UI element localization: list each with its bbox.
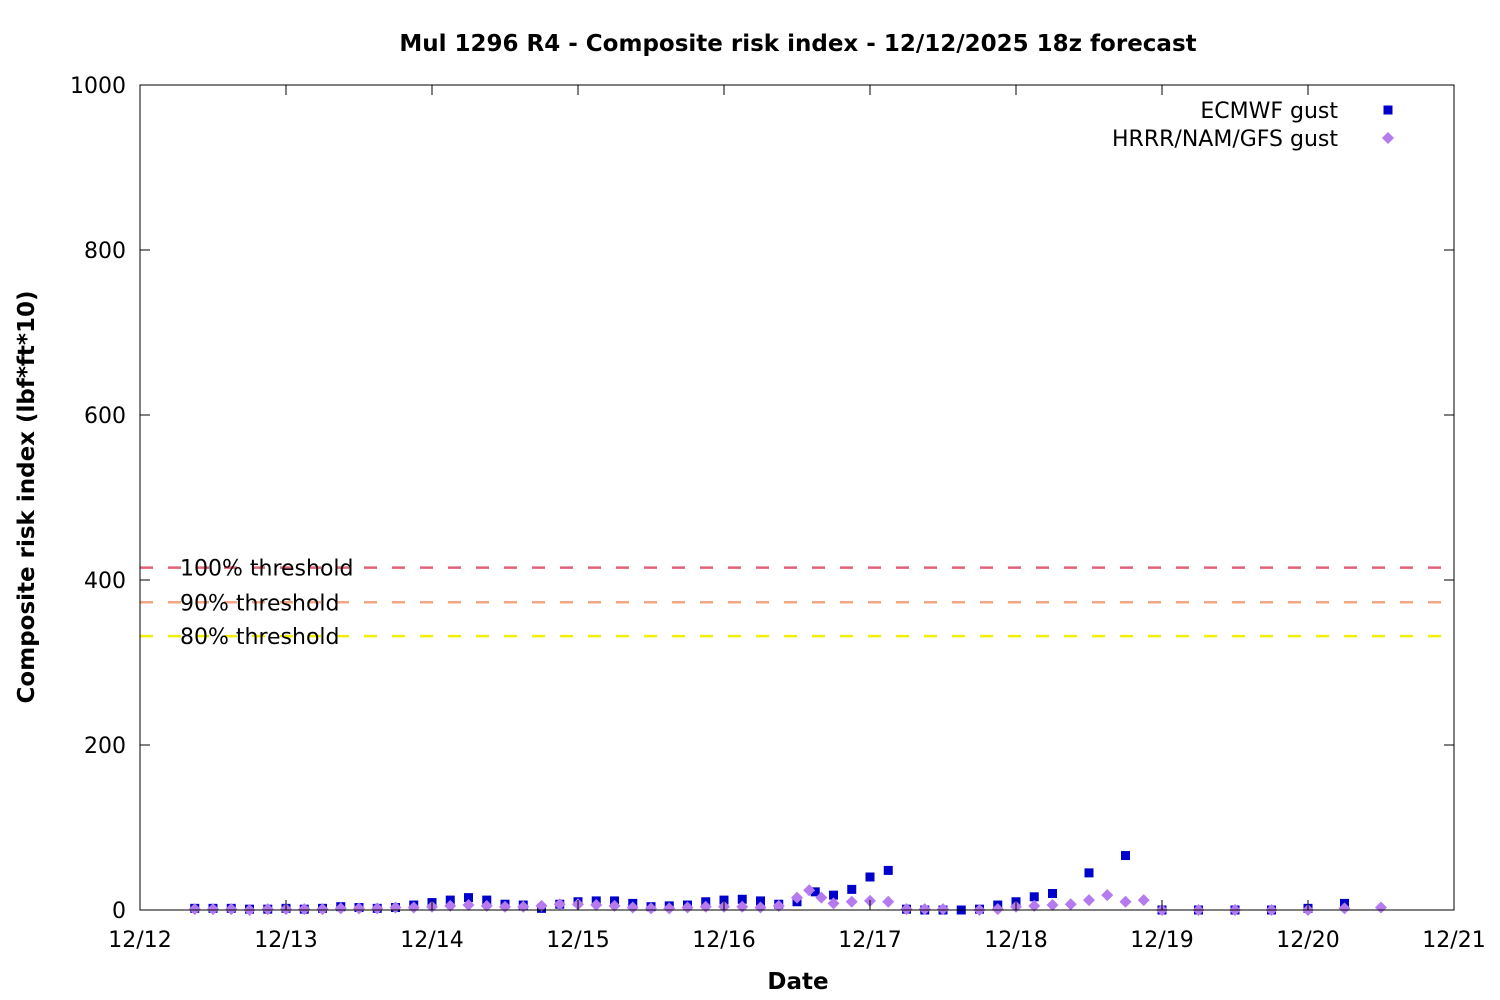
ecmwf-point — [464, 893, 473, 903]
hrrr-point — [225, 903, 238, 916]
hrrr-point — [1046, 899, 1059, 912]
hrrr-point — [590, 899, 603, 912]
hrrr-point — [1119, 895, 1132, 908]
x-tick-label: 12/20 — [1276, 928, 1339, 953]
x-tick-label: 12/15 — [546, 928, 609, 953]
legend-marker — [1383, 105, 1393, 115]
hrrr-point — [316, 903, 329, 916]
hrrr-point — [535, 899, 548, 912]
x-tick-label: 12/16 — [692, 928, 755, 953]
threshold-lines: 100% threshold 90% threshold 80% threshold — [140, 557, 1446, 650]
hrrr-point — [645, 902, 657, 915]
hrrr-point — [1101, 889, 1114, 902]
ecmwf-point — [737, 894, 747, 904]
hrrr-point — [553, 898, 566, 911]
y-tick-label: 600 — [84, 404, 126, 429]
hrrr-point — [803, 884, 816, 897]
ecmwf-point — [756, 896, 765, 906]
ecmwf-point — [1048, 889, 1057, 898]
x-tick-label: 12/13 — [254, 928, 317, 953]
ecmwf-point — [883, 865, 893, 875]
hrrr-point — [298, 903, 311, 916]
ecmwf-point — [829, 890, 838, 900]
legend-marker — [1382, 132, 1394, 144]
ecmwf-point — [810, 887, 820, 897]
threshold-label: 100% threshold — [180, 557, 354, 582]
hrrr-point — [1137, 894, 1150, 907]
x-tick-label: 12/17 — [838, 928, 901, 953]
hrrr-point — [827, 897, 840, 910]
x-axis-title: Date — [767, 969, 828, 995]
hrrr-point — [334, 902, 347, 915]
x-tick-label: 12/18 — [984, 928, 1047, 953]
hrrr-point — [1028, 899, 1041, 912]
y-axis-title: Composite risk index (lbf*ft*10) — [14, 291, 40, 704]
threshold-label: 80% threshold — [180, 625, 340, 650]
ecmwf-point — [847, 884, 857, 894]
hrrr-point — [353, 902, 365, 915]
hrrr-point — [772, 899, 785, 912]
hrrr-point — [681, 901, 694, 914]
hrrr-point — [937, 903, 949, 916]
threshold-label: 90% threshold — [180, 591, 340, 616]
hrrr-point — [815, 891, 828, 904]
y-tick-label: 800 — [84, 239, 126, 264]
x-tick-label: 12/21 — [1422, 928, 1485, 953]
hrrr-point — [1083, 894, 1095, 907]
hrrr-point — [900, 903, 913, 916]
x-tick-label: 12/14 — [400, 928, 463, 953]
hrrr-point — [1338, 902, 1351, 915]
hrrr-point — [261, 903, 274, 916]
hrrr-point — [791, 891, 803, 904]
y-tick-label: 400 — [84, 569, 126, 594]
hrrr-point — [882, 895, 895, 908]
hrrr-point — [371, 902, 384, 915]
y-tick-label: 1000 — [70, 74, 126, 99]
x-tick-label: 12/12 — [108, 928, 171, 953]
hrrr-point — [480, 899, 493, 912]
ecmwf-point — [1029, 892, 1039, 902]
hrrr-point — [389, 901, 402, 914]
data-points — [188, 851, 1387, 916]
hrrr-point — [918, 903, 931, 916]
x-tick-label: 12/19 — [1130, 928, 1193, 953]
hrrr-point — [626, 901, 639, 914]
plot-frame — [139, 84, 1455, 911]
hrrr-point — [608, 899, 621, 912]
y-tick-label: 0 — [112, 899, 126, 924]
axis-ticks: 12/12 12/13 12/14 12/15 12/16 12/17 12/18 12/19… — [70, 74, 1486, 953]
ecmwf-point — [1084, 868, 1094, 878]
hrrr-point — [188, 903, 201, 916]
hrrr-point — [991, 903, 1004, 916]
hrrr-point — [1064, 898, 1077, 911]
hrrr-point — [207, 903, 219, 916]
chart-title: Mul 1296 R4 - Composite risk index - 12/… — [399, 31, 1196, 57]
legend-label: ECMWF gust — [1200, 99, 1338, 124]
ecmwf-point — [1121, 851, 1130, 861]
legend-label: HRRR/NAM/GFS gust — [1112, 127, 1338, 152]
hrrr-point — [1375, 901, 1387, 914]
hrrr-point — [845, 895, 858, 908]
hrrr-point — [407, 901, 420, 914]
legend: ECMWF gust HRRR/NAM/GFS gust — [1112, 99, 1394, 152]
hrrr-point — [444, 899, 457, 912]
ecmwf-point — [865, 872, 875, 882]
hrrr-point — [754, 901, 767, 914]
hrrr-point — [462, 899, 475, 912]
y-tick-label: 200 — [84, 734, 126, 759]
hrrr-point — [663, 902, 676, 915]
